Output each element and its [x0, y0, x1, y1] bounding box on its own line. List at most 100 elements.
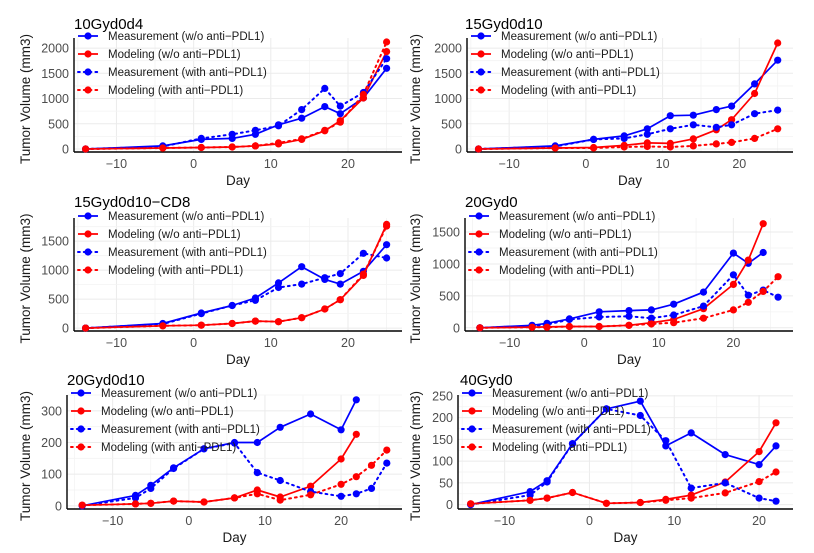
- data-point: [728, 138, 736, 146]
- x-tick-label: −10: [494, 514, 515, 528]
- legend-label: Modeling (with anti−PDL1): [499, 265, 634, 277]
- data-point: [728, 102, 736, 110]
- series-line: [469, 471, 777, 505]
- legend-key-marker: [477, 50, 485, 58]
- data-point: [689, 111, 697, 119]
- data-point: [337, 455, 345, 463]
- data-point: [367, 484, 376, 492]
- legend-key-marker: [84, 248, 92, 256]
- x-axis-label: Day: [226, 352, 250, 367]
- y-axis-label: Tumor Volume (mm3): [18, 34, 33, 164]
- data-point: [774, 106, 782, 114]
- legend-item: Modeling (w/o anti−PDL1): [469, 229, 632, 241]
- y-tick-label: 50: [439, 476, 453, 490]
- x-axis-label: Day: [613, 530, 637, 545]
- legend-item: Measurement (w/o anti−PDL1): [78, 31, 264, 43]
- series-3: [476, 273, 782, 332]
- legend: Measurement (w/o anti−PDL1) Modeling (w/o…: [77, 211, 267, 277]
- panel-2: −10 0 10 20 0 500 1000 1500 Day Tumor Volume (mm3…: [18, 194, 402, 367]
- data-point: [755, 494, 763, 502]
- legend-item: Modeling (w/o anti−PDL1): [462, 406, 625, 418]
- data-point: [729, 280, 738, 288]
- legend-item: Measurement (w/o anti−PDL1): [78, 211, 264, 223]
- data-point: [759, 287, 767, 295]
- x-axis-label: Day: [618, 173, 642, 188]
- x-tick-label: 0: [190, 336, 197, 350]
- x-tick-label: −10: [499, 336, 520, 350]
- data-point: [774, 56, 782, 64]
- x-axis-label: Day: [222, 530, 246, 545]
- data-point: [159, 322, 167, 330]
- y-tick-label: 1000: [41, 264, 69, 278]
- data-point: [298, 135, 306, 143]
- legend-key-marker: [77, 407, 85, 415]
- data-point: [526, 491, 534, 499]
- data-point: [662, 496, 670, 504]
- data-point: [383, 48, 391, 56]
- data-point: [595, 313, 603, 321]
- series-line: [477, 127, 779, 150]
- data-point: [643, 130, 651, 138]
- data-point: [82, 145, 90, 153]
- data-point: [383, 254, 391, 262]
- data-point: [307, 410, 315, 418]
- data-point: [543, 478, 551, 486]
- legend-label: Measurement (w/o anti−PDL1): [499, 211, 655, 223]
- legend-key-marker: [477, 68, 485, 76]
- y-tick-label: 500: [441, 117, 462, 131]
- y-axis-label: Tumor Volume (mm3): [18, 213, 33, 343]
- data-point: [352, 430, 360, 438]
- legend-label: Measurement (with anti−PDL1): [101, 424, 260, 436]
- data-point: [647, 306, 656, 314]
- data-point: [359, 249, 367, 257]
- data-point: [321, 103, 329, 111]
- data-point: [276, 423, 284, 431]
- data-point: [751, 80, 759, 88]
- data-point: [321, 84, 329, 92]
- x-tick-label: −10: [499, 157, 520, 171]
- legend-label: Measurement (w/o anti−PDL1): [101, 388, 257, 400]
- data-point: [590, 135, 598, 143]
- legend-label: Modeling (w/o anti−PDL1): [108, 49, 241, 61]
- y-tick-label: 2000: [41, 42, 69, 56]
- data-point: [228, 130, 236, 138]
- y-tick-label: 0: [453, 321, 460, 335]
- data-point: [565, 322, 574, 331]
- data-point: [251, 317, 259, 325]
- legend-item: Modeling (w/o anti−PDL1): [78, 49, 241, 61]
- data-point: [170, 464, 178, 473]
- data-point: [772, 468, 780, 476]
- data-point: [352, 473, 360, 481]
- panel-title: 15Gyd0d10−CD8: [74, 194, 190, 211]
- legend: Measurement (w/o anti−PDL1) Modeling (w/o…: [461, 388, 651, 454]
- x-tick-label: 0: [190, 157, 197, 171]
- data-point: [759, 248, 767, 257]
- y-tick-label: 500: [48, 293, 69, 307]
- data-point: [197, 310, 205, 318]
- legend-item: Modeling (w/o anti−PDL1): [78, 229, 241, 241]
- data-point: [131, 500, 140, 508]
- y-tick-label: 500: [48, 117, 69, 131]
- legend-label: Modeling (with anti−PDL1): [501, 85, 636, 97]
- data-point: [383, 446, 391, 454]
- data-point: [200, 498, 208, 506]
- data-point: [230, 494, 239, 502]
- data-point: [352, 396, 360, 404]
- data-point: [476, 324, 484, 332]
- legend-label: Measurement (with anti−PDL1): [492, 424, 651, 436]
- series-3: [82, 38, 391, 153]
- legend-key-marker: [84, 68, 92, 76]
- legend-label: Measurement (with anti−PDL1): [108, 67, 267, 79]
- legend-label: Modeling (w/o anti−PDL1): [108, 229, 241, 241]
- data-point: [230, 439, 239, 447]
- x-tick-label: 10: [264, 157, 278, 171]
- legend-label: Measurement (w/o anti−PDL1): [492, 388, 648, 400]
- data-point: [321, 274, 329, 282]
- data-point: [336, 118, 344, 126]
- x-axis-label: Day: [226, 173, 250, 188]
- x-tick-label: 10: [264, 336, 278, 350]
- y-tick-label: 0: [455, 142, 462, 156]
- data-point: [744, 291, 752, 299]
- legend-label: Measurement (w/o anti−PDL1): [108, 31, 264, 43]
- x-tick-label: 20: [341, 157, 355, 171]
